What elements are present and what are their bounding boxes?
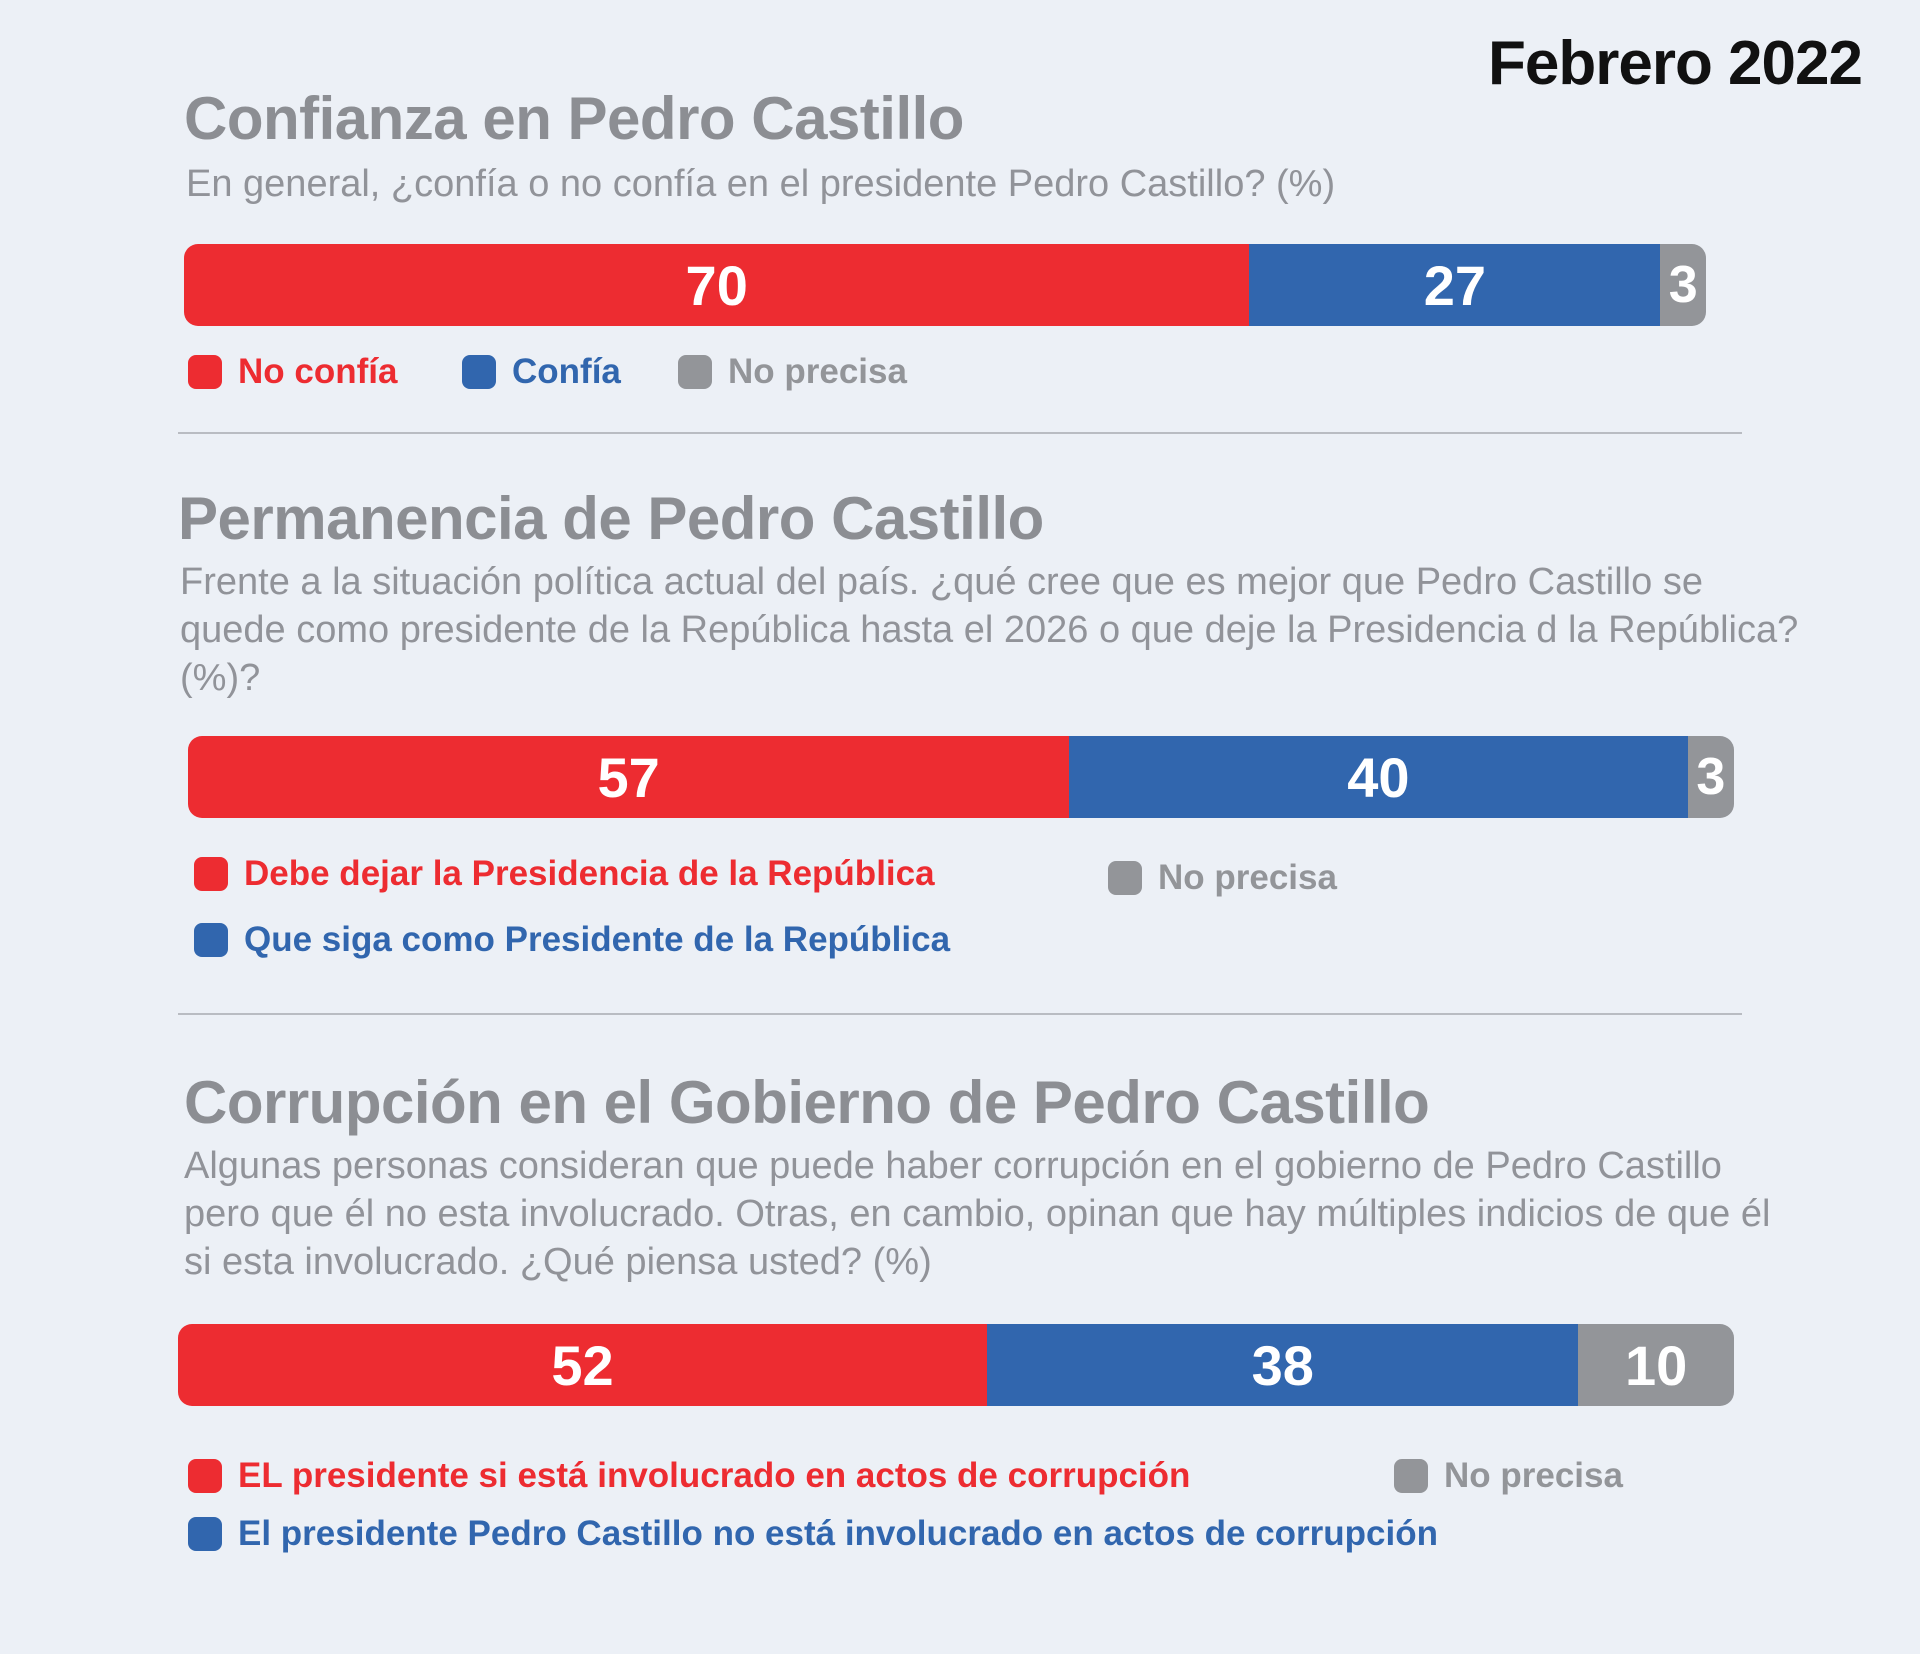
chart-subtitle: Frente a la situación política actual de…: [180, 561, 1799, 699]
bar-segment-involucrado: 52: [178, 1324, 988, 1406]
legend-swatch-gray: [678, 355, 712, 389]
chart-title: Corrupción en el Gobierno de Pedro Casti…: [184, 1069, 1430, 1136]
legend-item-no-precisa: No precisa: [1108, 858, 1337, 898]
date-label: Febrero 2022: [1488, 29, 1863, 98]
bar-segment-que-siga: 40: [1069, 736, 1688, 818]
chart-subtitle: En general, ¿confía o no confía en el pr…: [186, 163, 1336, 205]
legend-swatch-red: [188, 1459, 222, 1493]
legend-label: EL presidente si está involucrado en act…: [238, 1456, 1191, 1495]
legend-item-involucrado: EL presidente si está involucrado en act…: [188, 1456, 1190, 1496]
legend-item-no-precisa: No precisa: [1394, 1456, 1623, 1496]
legend-swatch-blue: [188, 1517, 222, 1551]
legend-label: El presidente Pedro Castillo no está inv…: [238, 1514, 1438, 1553]
legend-label: No precisa: [1444, 1456, 1623, 1495]
legend-swatch-gray: [1394, 1459, 1428, 1493]
data-label: 3: [1668, 256, 1698, 314]
bar-segment-no-involucrado: 38: [987, 1324, 1579, 1406]
legend-label: Debe dejar la Presidencia de la Repúblic…: [244, 854, 935, 893]
legend-swatch-gray: [1108, 861, 1142, 895]
bar-segment-no-precisa: 3: [1687, 736, 1734, 818]
bar-segment-no-confia: 70: [184, 244, 1250, 326]
data-label: 40: [1347, 745, 1410, 809]
stacked-bar: 57 40 3: [188, 736, 1734, 818]
legend-item-debe-dejar: Debe dejar la Presidencia de la Repúblic…: [194, 854, 935, 894]
data-label: 38: [1251, 1333, 1314, 1397]
stacked-bar: 52 38 10: [178, 1324, 1734, 1406]
stacked-bar: 70 27 3: [184, 244, 1706, 326]
bar-segment-no-precisa: 10: [1578, 1324, 1734, 1406]
bar-segment-debe-dejar: 57: [188, 736, 1070, 818]
chart-title: Confianza en Pedro Castillo: [184, 85, 964, 152]
legend-item-no-confia: No confía: [188, 352, 397, 392]
legend-swatch-red: [188, 355, 222, 389]
legend-label: No precisa: [1158, 858, 1337, 897]
legend-swatch-blue: [194, 923, 228, 957]
bar-segment-no-precisa: 3: [1660, 244, 1706, 326]
legend-item-que-siga: Que siga como Presidente de la República: [194, 920, 950, 960]
chart-title: Permanencia de Pedro Castillo: [178, 485, 1044, 552]
legend-item-no-precisa: No precisa: [678, 352, 907, 392]
section-divider: [178, 432, 1742, 434]
legend-label: No confía: [238, 352, 398, 391]
legend-swatch-blue: [462, 355, 496, 389]
data-label: 10: [1625, 1333, 1688, 1397]
data-label: 52: [551, 1333, 614, 1397]
legend-swatch-red: [194, 857, 228, 891]
data-label: 70: [685, 253, 748, 317]
legend-item-no-involucrado: El presidente Pedro Castillo no está inv…: [188, 1514, 1438, 1554]
data-label: 3: [1696, 748, 1726, 806]
data-label: 57: [597, 745, 660, 809]
chart-subtitle: Algunas personas consideran que puede ha…: [184, 1145, 1771, 1283]
legend-item-confia: Confía: [462, 352, 621, 392]
section-divider: [178, 1013, 1742, 1015]
data-label: 27: [1423, 253, 1486, 317]
legend-label: Confía: [512, 352, 621, 391]
legend-label: No precisa: [728, 352, 907, 391]
bar-segment-confia: 27: [1249, 244, 1661, 326]
legend-label: Que siga como Presidente de la República: [244, 920, 951, 959]
